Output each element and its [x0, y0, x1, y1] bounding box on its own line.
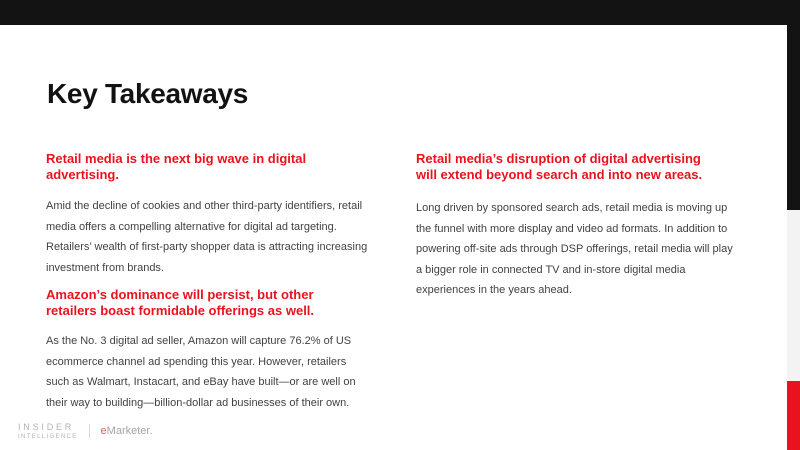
insider-intelligence-logo: INSIDER INTELLIGENCE: [18, 422, 78, 441]
right-strip-black-segment: [787, 0, 800, 210]
column-left: Retail media is the next big wave in dig…: [46, 151, 398, 413]
takeaway-heading-amazon-dominance: Amazon’s dominance will persist, but oth…: [46, 287, 315, 318]
right-strip-red-segment: [787, 381, 800, 450]
takeaway-heading-disruption-beyond-search: Retail media’s disruption of digital adv…: [416, 151, 703, 182]
insider-logo-line1: INSIDER: [18, 421, 75, 432]
column-right: Retail media’s disruption of digital adv…: [416, 151, 768, 301]
insider-logo-line2: INTELLIGENCE: [18, 433, 78, 440]
right-strip-gray-segment: [787, 210, 800, 381]
emarketer-logo-e: e: [100, 425, 107, 437]
takeaway-body-amazon-dominance: As the No. 3 digital ad seller, Amazon w…: [46, 335, 356, 409]
takeaway-body-disruption-beyond-search: Long driven by sponsored search ads, ret…: [416, 202, 733, 296]
takeaway-body-retail-media-wave: Amid the decline of cookies and other th…: [46, 200, 368, 274]
page-title: Key Takeaways: [47, 78, 249, 109]
emarketer-logo-period: .: [149, 425, 153, 437]
emarketer-logo: eMarketer.: [101, 425, 153, 437]
emarketer-logo-rest: Marketer: [106, 425, 150, 437]
takeaway-heading-retail-media-wave: Retail media is the next big wave in dig…: [46, 151, 307, 182]
footer-brand-area: INSIDER INTELLIGENCE eMarketer.: [18, 421, 153, 441]
top-black-bar: [0, 0, 800, 25]
footer-logo-divider: [88, 424, 90, 438]
